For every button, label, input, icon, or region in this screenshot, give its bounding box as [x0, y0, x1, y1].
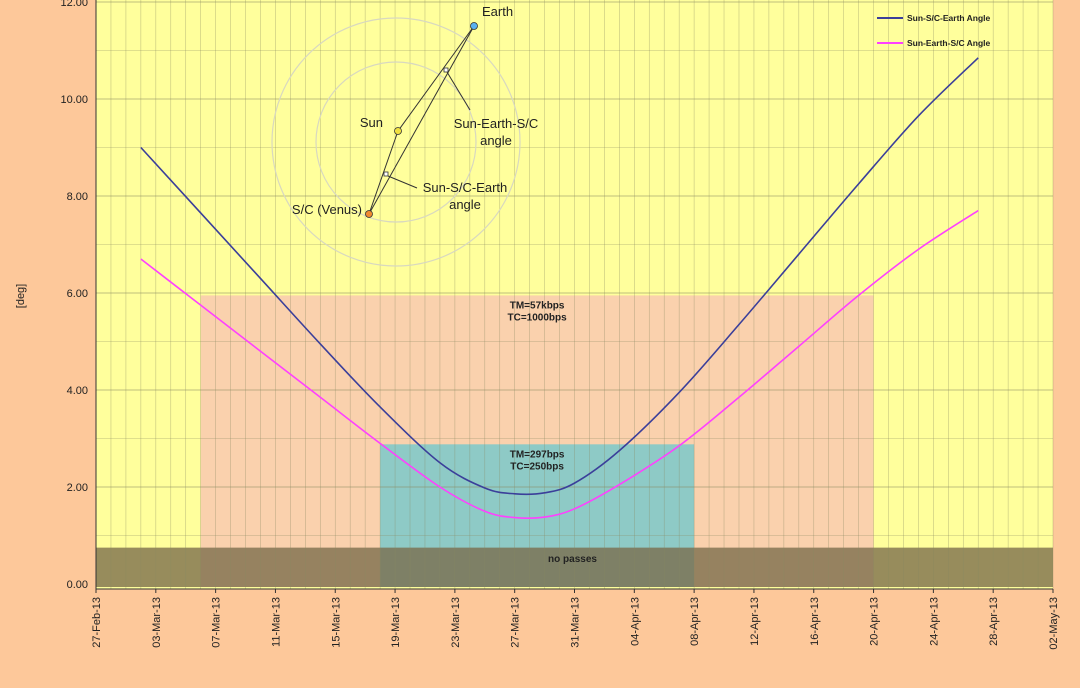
line-sun-sc	[368, 130, 399, 215]
x-tick-label: 27-Feb-13	[91, 597, 103, 648]
band-label: TM=57kbps	[510, 300, 565, 311]
inset-label-sun: Sun	[360, 115, 383, 130]
x-tick-label: 31-Mar-13	[570, 597, 582, 648]
line-earth-sun	[397, 25, 475, 132]
band-label: TC=1000bps	[508, 312, 568, 323]
inset-label-earth-angle: angle	[480, 133, 512, 148]
y-tick-label: 10.00	[60, 94, 88, 106]
line-earth-sc	[368, 25, 475, 215]
series-lines	[140, 57, 979, 520]
x-tick-label: 12-Apr-13	[749, 597, 761, 646]
inset-label-sc-angle: angle	[449, 197, 481, 212]
leader-sc-angle	[387, 175, 418, 189]
x-tick-label: 07-Mar-13	[211, 597, 223, 648]
y-tick-label: 12.00	[60, 0, 88, 9]
x-tick-label: 24-Apr-13	[928, 597, 940, 646]
x-tick-label: 04-Apr-13	[629, 597, 641, 646]
inset-label-sc: S/C (Venus)	[292, 202, 362, 217]
leader-earth-angle	[446, 71, 471, 111]
legend-label-0: Sun-S/C-Earth Angle	[907, 13, 991, 23]
y-tick-label: 0.00	[67, 579, 88, 591]
sc-dot	[365, 210, 373, 218]
series-line-0	[140, 57, 979, 496]
band-label: TM=297bps	[510, 449, 565, 460]
earth-dot	[470, 22, 478, 30]
x-tick-label: 20-Apr-13	[869, 597, 881, 646]
y-tick-label: 2.00	[67, 482, 88, 494]
y-axis-label: [deg]	[15, 284, 27, 308]
x-tick-label: 11-Mar-13	[270, 597, 282, 647]
inset-label-sc-angle: Sun-S/C-Earth	[423, 180, 508, 195]
orbit-earth	[271, 17, 521, 267]
sun-dot	[394, 127, 402, 135]
x-tick-label: 08-Apr-13	[689, 597, 701, 646]
x-tick-label: 16-Apr-13	[809, 597, 821, 646]
legend-label-1: Sun-Earth-S/C Angle	[907, 38, 991, 48]
x-tick-label: 03-Mar-13	[151, 597, 163, 648]
axes: 0.00 2.00 4.00 6.00 8.00 10.00 12.00 27-Feb-13 0…	[60, 0, 1060, 650]
inset-diagram: Earth Sun S/C (Venus) Sun-Earth-S/C angle Sun…	[271, 4, 539, 267]
x-tick-label: 02-May-13	[1048, 597, 1060, 650]
x-tick-label: 27-Mar-13	[510, 597, 522, 648]
angle-marker-earth	[443, 67, 449, 73]
inset-label-earth: Earth	[482, 4, 513, 19]
legend: Sun-S/C-Earth Angle Sun-Earth-S/C Angle	[877, 13, 991, 48]
orbit-venus	[315, 61, 477, 223]
y-tick-label: 6.00	[67, 288, 88, 300]
x-tick-label: 19-Mar-13	[390, 597, 402, 648]
band-label-no-passes: no passes	[548, 554, 597, 565]
x-tick-label: 28-Apr-13	[988, 597, 1000, 646]
band-label: TC=250bps	[510, 461, 564, 472]
y-tick-label: 4.00	[67, 385, 88, 397]
series-line-1	[140, 209, 979, 520]
inset-label-earth-angle: Sun-Earth-S/C	[454, 116, 539, 131]
y-tick-label: 8.00	[67, 191, 88, 203]
angle-marker-sc	[383, 171, 389, 177]
x-tick-label: 15-Mar-13	[330, 597, 342, 648]
x-tick-label: 23-Mar-13	[450, 597, 462, 648]
